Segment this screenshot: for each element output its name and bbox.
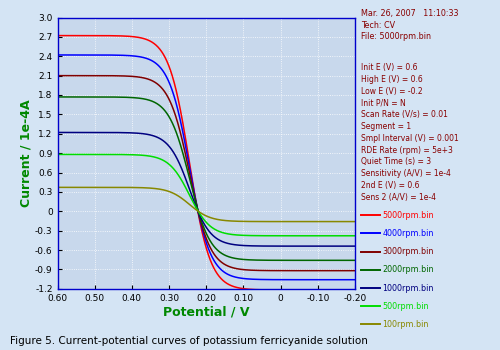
Text: 3000rpm.bin: 3000rpm.bin (382, 247, 434, 256)
Text: 500rpm.bin: 500rpm.bin (382, 302, 429, 311)
Text: Init E (V) = 0.6
High E (V) = 0.6
Low E (V) = -0.2
Init P/N = N
Scan Rate (V/s) : Init E (V) = 0.6 High E (V) = 0.6 Low E … (361, 63, 459, 202)
Text: 1000rpm.bin: 1000rpm.bin (382, 284, 434, 293)
Text: 4000rpm.bin: 4000rpm.bin (382, 229, 434, 238)
X-axis label: Potential / V: Potential / V (163, 306, 250, 318)
Text: Mar. 26, 2007   11:10:33
Tech: CV
File: 5000rpm.bin: Mar. 26, 2007 11:10:33 Tech: CV File: 50… (361, 9, 458, 41)
Text: 5000rpm.bin: 5000rpm.bin (382, 211, 434, 220)
Text: 2000rpm.bin: 2000rpm.bin (382, 265, 434, 274)
Y-axis label: Current / 1e-4A: Current / 1e-4A (19, 99, 32, 207)
Text: Figure 5. Current-potential curves of potassium ferricyanide solution: Figure 5. Current-potential curves of po… (10, 336, 368, 346)
Text: 100rpm.bin: 100rpm.bin (382, 320, 429, 329)
